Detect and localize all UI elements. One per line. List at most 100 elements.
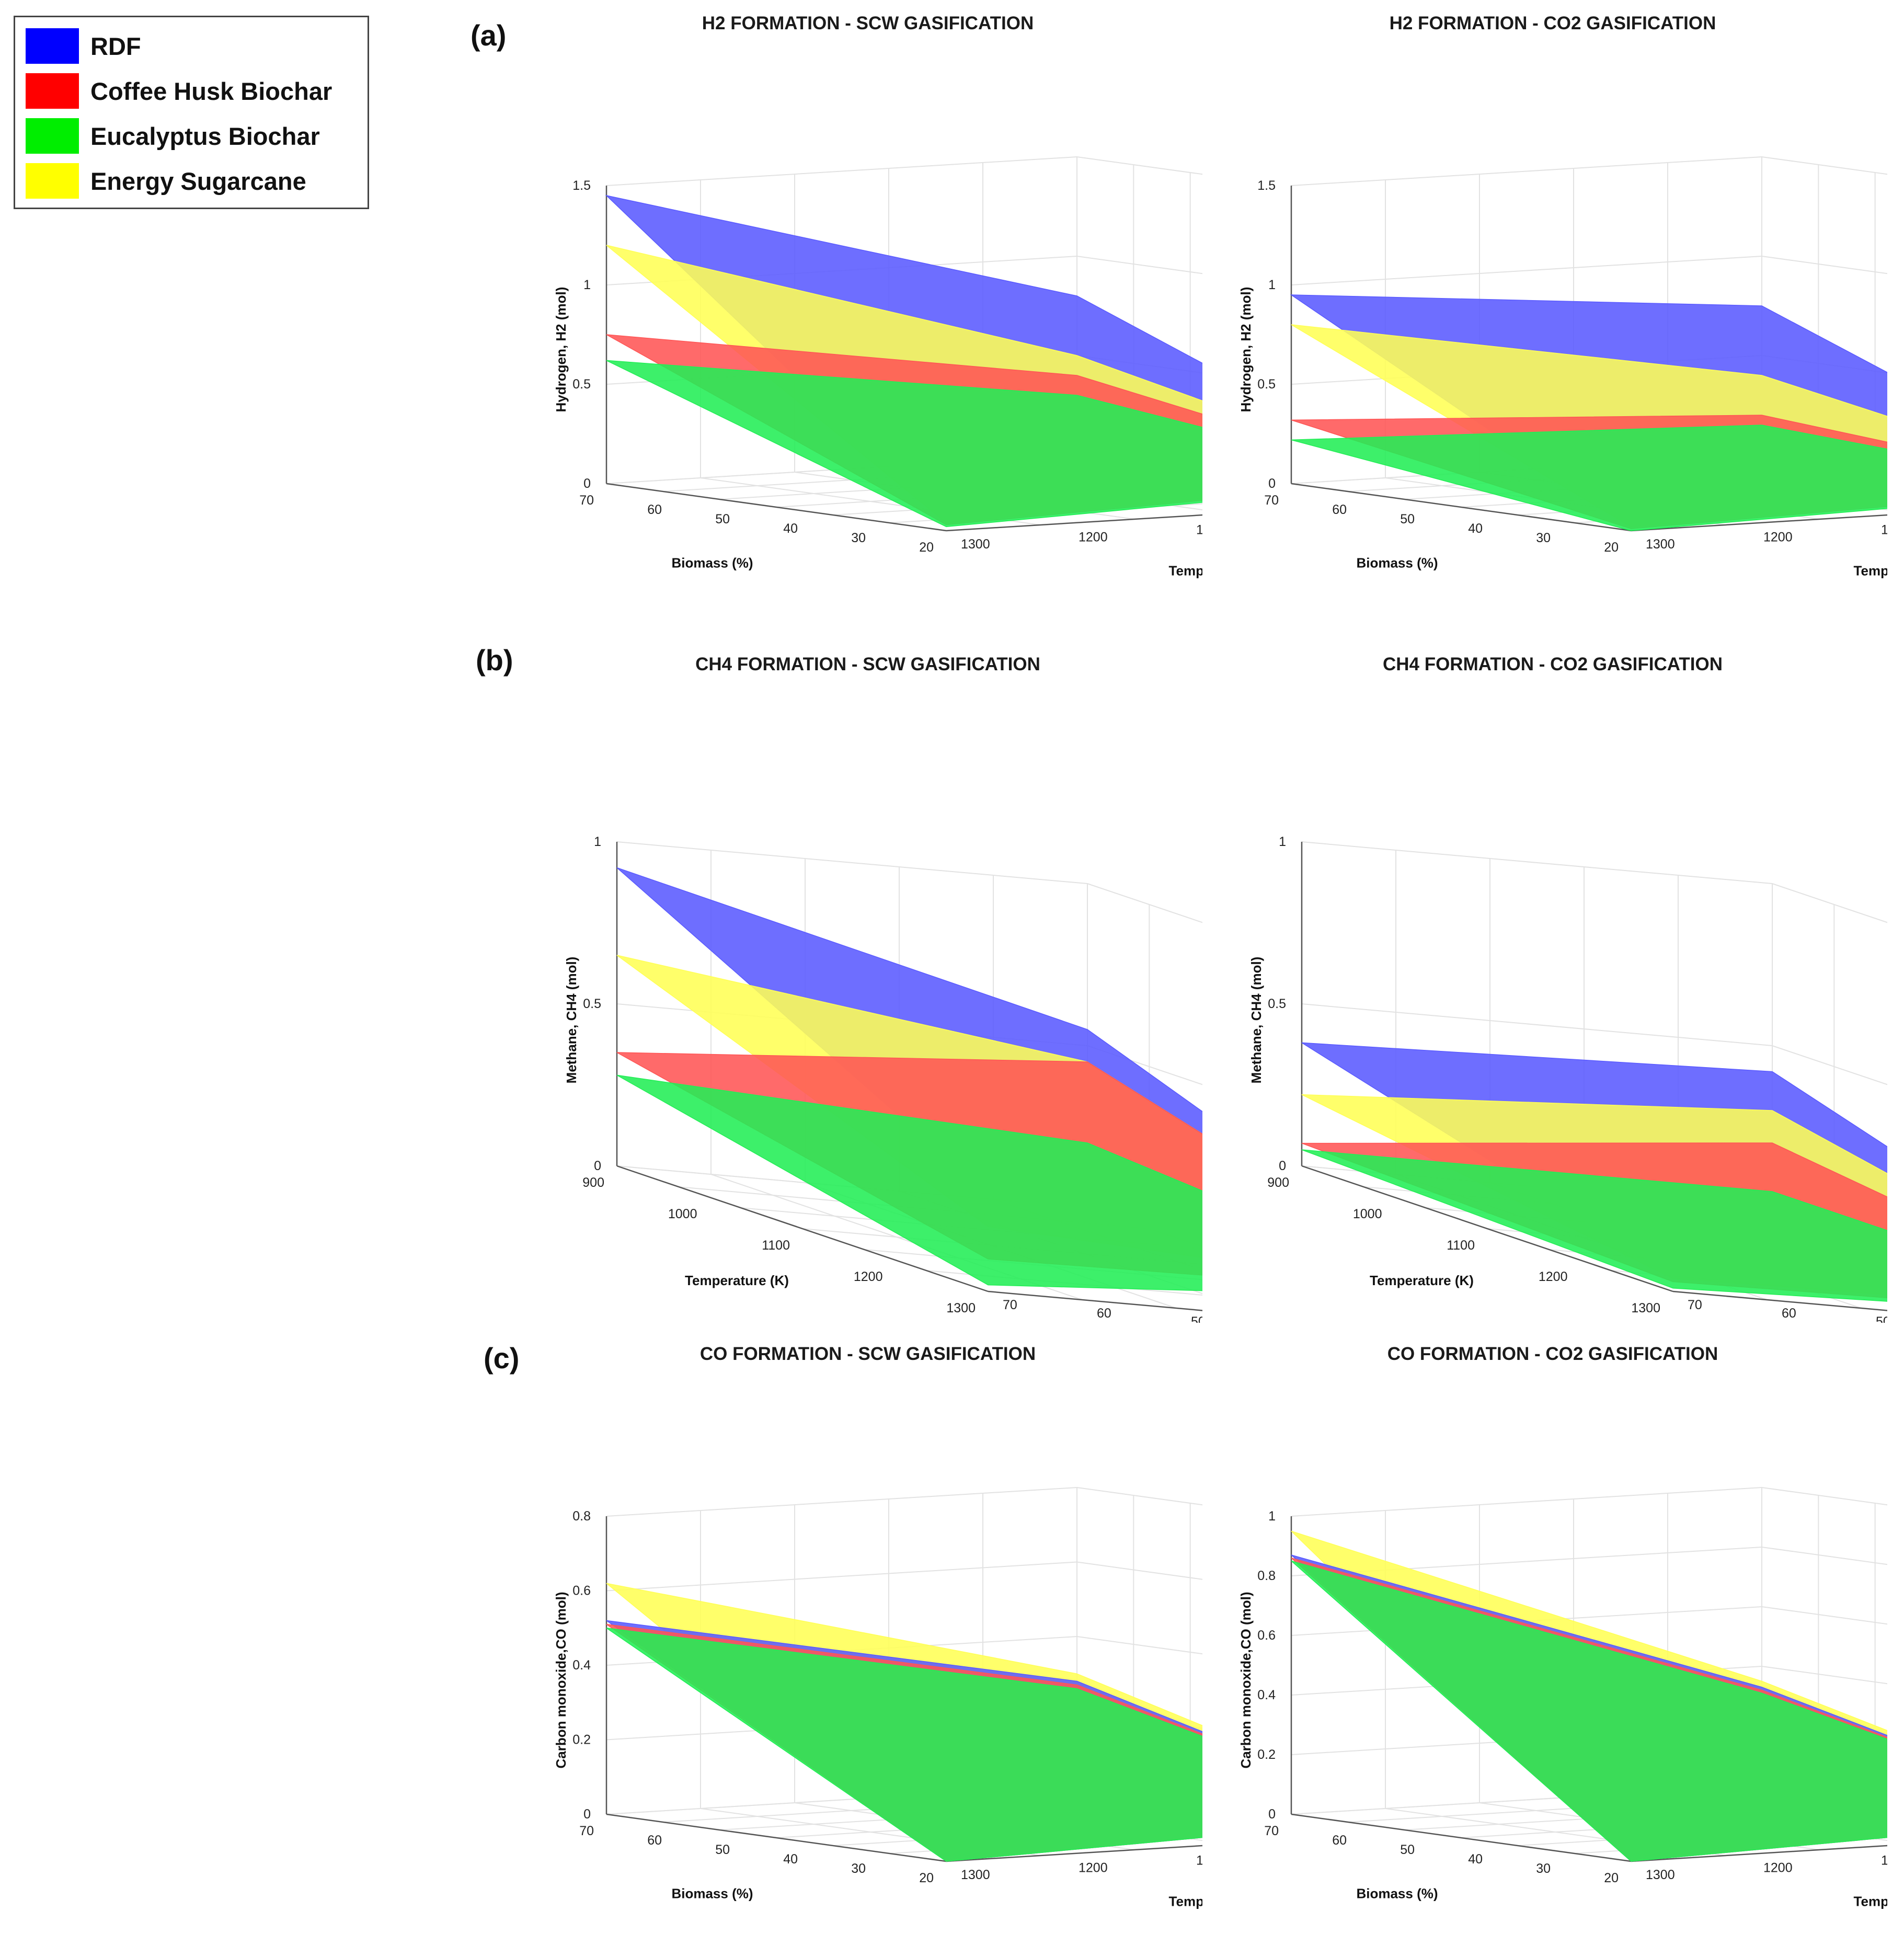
left-tick-label: 40 xyxy=(1468,521,1483,536)
legend-swatch-eucalyptus xyxy=(26,118,79,154)
left-axis-ticks: 900 1000 1100 1200 1300 xyxy=(582,1175,976,1315)
surfaces xyxy=(1291,1530,1887,1862)
z-axis-label: Hydrogen, H2 (mol) xyxy=(553,287,569,413)
left-tick-label: 1000 xyxy=(668,1207,697,1221)
right-tick-label: 50 xyxy=(1876,1314,1887,1323)
left-tick-label: 20 xyxy=(919,1871,934,1885)
z-tick-label: 0.2 xyxy=(572,1733,591,1747)
z-tick-label: 1 xyxy=(594,834,601,849)
axis-labels: Carbon monoxide,CO (mol) Biomass (%) Tempe… xyxy=(1238,1592,1887,1909)
z-tick-label: 0.5 xyxy=(1268,997,1286,1011)
surface-eucalyptus-biochar xyxy=(1291,1560,1887,1862)
legend-item-sugarcane: Energy Sugarcane xyxy=(26,163,306,199)
z-axis-label: Hydrogen, H2 (mol) xyxy=(1238,287,1254,413)
panel-label-c: (c) xyxy=(484,1342,520,1375)
right-tick-label: 50 xyxy=(1191,1314,1202,1323)
left-tick-label: 900 xyxy=(1267,1175,1289,1190)
left-tick-label: 1100 xyxy=(762,1238,790,1253)
z-tick-label: 1.5 xyxy=(1257,178,1276,193)
left-axis-ticks: 70 60 50 40 30 20 xyxy=(1264,1824,1619,1885)
right-axis-label: Temperature (K) xyxy=(1169,1893,1202,1909)
z-tick-label: 0.4 xyxy=(572,1658,591,1673)
z-tick-label: 0 xyxy=(583,476,591,491)
left-tick-label: 30 xyxy=(851,531,866,545)
right-tick-label: 1300 xyxy=(961,537,990,552)
left-tick-label: 40 xyxy=(1468,1852,1483,1867)
panel-label-a: (a) xyxy=(471,19,507,52)
right-tick-label: 60 xyxy=(1782,1306,1796,1321)
right-tick-label: 1300 xyxy=(1646,1868,1675,1882)
surface-eucalyptus-biochar xyxy=(606,1628,1202,1862)
right-axis-label: Temperature (K) xyxy=(1854,1893,1887,1909)
left-tick-label: 70 xyxy=(1264,1824,1279,1838)
left-tick-label: 40 xyxy=(783,521,798,536)
z-tick-label: 0.8 xyxy=(572,1509,591,1524)
left-tick-label: 70 xyxy=(579,493,594,508)
z-tick-label: 0 xyxy=(1279,1159,1286,1173)
left-tick-label: 20 xyxy=(919,540,934,555)
surface-eucalyptus-biochar xyxy=(606,360,1202,528)
left-tick-label: 20 xyxy=(1604,540,1619,555)
z-tick-label: 1 xyxy=(1268,1509,1276,1524)
axis-labels: Methane, CH4 (mol)Temperature (K)Biomass… xyxy=(564,957,789,1288)
axis-labels: Hydrogen, H2 (mol) Biomass (%) Temperature… xyxy=(1238,287,1887,579)
right-tick-label: 1100 xyxy=(1881,523,1887,537)
chart-h2-co2: H2 FORMATION - CO2 GASIFICATION 0 0.5 1 1.5 7… xyxy=(1218,0,1887,627)
right-tick-label: 1200 xyxy=(1079,530,1108,544)
chart-title: CH4 FORMATION - CO2 GASIFICATION xyxy=(1383,654,1723,674)
left-tick-label: 50 xyxy=(715,512,730,527)
z-ticks: 0 0.5 1 1.5 xyxy=(572,178,591,491)
right-tick-label: 1100 xyxy=(1196,523,1202,537)
left-axis-ticks: 70 60 50 40 30 20 xyxy=(579,493,934,555)
z-tick-label: 0 xyxy=(1268,476,1276,491)
left-tick-label: 20 xyxy=(1604,1871,1619,1885)
z-tick-label: 1 xyxy=(1268,278,1276,292)
right-tick-label: 70 xyxy=(1003,1298,1017,1312)
z-tick-label: 0.5 xyxy=(1257,377,1276,392)
z-tick-label: 0.4 xyxy=(1257,1688,1276,1702)
legend-label-eucalyptus: Eucalyptus Biochar xyxy=(90,122,320,150)
legend-item-coffee-husk: Coffee Husk Biochar xyxy=(26,73,332,109)
chart-ch4-scw: CH4 FORMATION - SCW GASIFICATION 0 0.5 1 900… xyxy=(533,643,1202,1323)
left-axis-label: Temperature (K) xyxy=(685,1273,789,1288)
axis-labels: Methane, CH4 (mol)Temperature (K)Biomass… xyxy=(1248,957,1474,1288)
left-tick-label: 1300 xyxy=(946,1301,976,1315)
z-tick-label: 0.5 xyxy=(572,377,591,392)
right-tick-label: 1300 xyxy=(961,1868,990,1882)
left-tick-label: 60 xyxy=(647,1833,662,1848)
legend-item-eucalyptus: Eucalyptus Biochar xyxy=(26,118,320,154)
chart-ch4-co2: CH4 FORMATION - CO2 GASIFICATION 0 0.5 1 900… xyxy=(1218,643,1887,1323)
left-tick-label: 40 xyxy=(783,1852,798,1867)
axes xyxy=(616,842,1202,1311)
left-tick-label: 60 xyxy=(647,502,662,517)
chart-title: H2 FORMATION - CO2 GASIFICATION xyxy=(1390,13,1716,33)
z-tick-label: 0 xyxy=(1268,1807,1276,1822)
left-tick-label: 30 xyxy=(851,1861,866,1876)
right-axis-label: Temperature (K) xyxy=(1169,563,1202,578)
surfaces xyxy=(606,1583,1202,1862)
right-tick-label: 1200 xyxy=(1763,530,1793,544)
axes xyxy=(605,1516,1202,1862)
z-axis-label: Methane, CH4 (mol) xyxy=(1248,957,1264,1084)
left-axis-label: Biomass (%) xyxy=(671,1886,753,1902)
z-ticks: 0 0.2 0.4 0.6 0.8 1 xyxy=(1257,1509,1276,1822)
left-axis-ticks: 70 60 50 40 30 20 xyxy=(579,1824,934,1885)
chart-title: CH4 FORMATION - SCW GASIFICATION xyxy=(695,654,1040,674)
z-axis-label: Carbon monoxide,CO (mol) xyxy=(1238,1592,1254,1769)
z-axis-label: Methane, CH4 (mol) xyxy=(564,957,579,1084)
left-tick-label: 1200 xyxy=(854,1269,883,1284)
legend-item-rdf: RDF xyxy=(26,28,141,64)
chart-title: CO FORMATION - SCW GASIFICATION xyxy=(700,1344,1036,1364)
left-tick-label: 50 xyxy=(1400,1842,1415,1857)
left-tick-label: 1000 xyxy=(1353,1207,1382,1221)
z-ticks: 0 0.2 0.4 0.6 0.8 xyxy=(572,1509,591,1822)
z-tick-label: 0.2 xyxy=(1257,1747,1276,1762)
chart-co-scw: CO FORMATION - SCW GASIFICATION 0 0.2 0.4 0.… xyxy=(533,1331,1202,1957)
legend-label-rdf: RDF xyxy=(90,32,141,60)
legend: RDF Coffee Husk Biochar Eucalyptus Bioch… xyxy=(14,16,369,209)
z-tick-label: 1 xyxy=(583,278,591,292)
z-tick-label: 1.5 xyxy=(572,178,591,193)
left-tick-label: 30 xyxy=(1536,1861,1551,1876)
z-tick-label: 0.8 xyxy=(1257,1569,1276,1583)
